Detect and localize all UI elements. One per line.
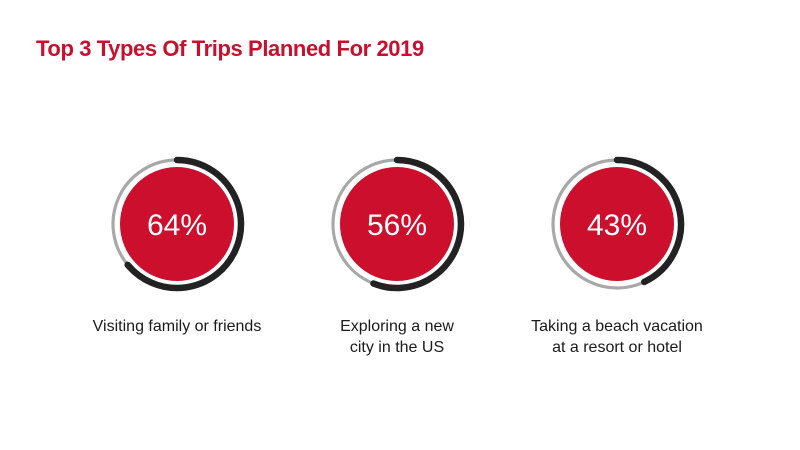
ring-track-2 xyxy=(551,158,646,290)
ring-progress-2 xyxy=(613,156,685,286)
ring-progress-0 xyxy=(124,156,245,292)
ring-track-0 xyxy=(111,158,179,267)
caption-1: Exploring a new city in the US xyxy=(297,316,497,358)
ring-progress-1 xyxy=(370,156,465,292)
inner-disc-1 xyxy=(340,167,454,281)
ring-track-1 xyxy=(331,158,399,286)
value-label-2: 43% xyxy=(587,209,647,242)
caption-line: Taking a beach vacation xyxy=(531,318,703,335)
caption-line: at a resort or hotel xyxy=(552,339,682,356)
caption-0: Visiting family or friends xyxy=(77,316,277,337)
value-label-1: 56% xyxy=(367,209,427,242)
inner-disc-0 xyxy=(120,167,234,281)
caption-line: city in the US xyxy=(349,339,445,356)
caption-2: Taking a beach vacation at a resort or ho… xyxy=(517,316,717,358)
inner-disc-2 xyxy=(560,167,674,281)
caption-line: Exploring a new xyxy=(340,318,454,335)
value-label-0: 64% xyxy=(147,209,207,242)
chart-title: Top 3 Types Of Trips Planned For 2019 xyxy=(36,36,424,61)
caption-line: Visiting family or friends xyxy=(92,318,262,335)
